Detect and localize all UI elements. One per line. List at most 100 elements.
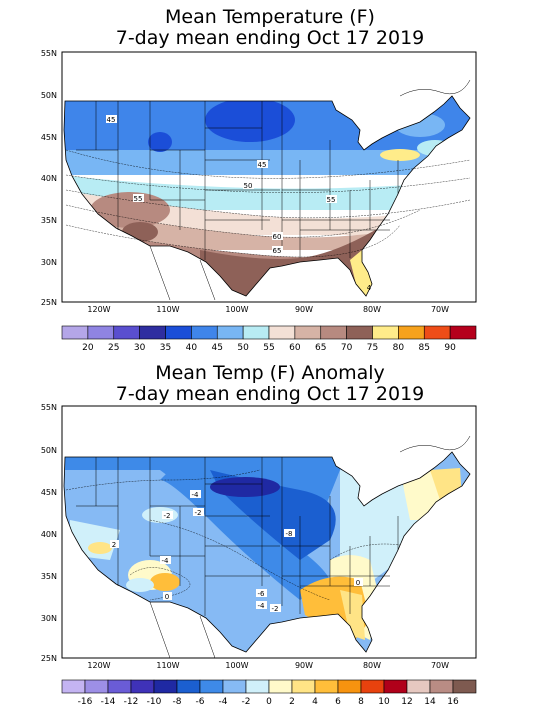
- map2-colorbar-swatch: [452, 679, 477, 694]
- map2-lat-label: 45N: [41, 488, 57, 497]
- map2-lon-label: 110W: [156, 661, 179, 670]
- map1-lat-label: 25N: [41, 298, 57, 307]
- map1-colorbar-swatch: [113, 325, 140, 340]
- map2-colorbar-swatch: [199, 679, 224, 694]
- map2-colorbar-swatch: [314, 679, 339, 694]
- map1-contour-labels: 45 45 50 55 55 60 65 4: [106, 115, 372, 292]
- map1-colorbar-swatch: [61, 325, 89, 340]
- map1-colorbar-swatch: [216, 325, 244, 340]
- map2-colorbar-swatch: [383, 679, 408, 694]
- map1-colorbar-label: 70: [341, 343, 353, 353]
- map2-colorbar-label: -6: [196, 697, 205, 707]
- map2-contour-label: -4: [192, 491, 200, 499]
- map2-colorbar-label: -10: [147, 697, 162, 707]
- map2-lat-label: 35N: [41, 572, 57, 581]
- map2-colorbar-swatch: [360, 679, 385, 694]
- map2-lat-label: 40N: [41, 530, 57, 539]
- map2-lat-label: 50N: [41, 446, 57, 455]
- map2-colorbar-swatch: [107, 679, 132, 694]
- map1-title-line1: Mean Temperature (F): [165, 6, 375, 28]
- map1-colorbar-swatch: [372, 325, 399, 340]
- map2-colorbar-swatch: [176, 679, 201, 694]
- map1-colorbar-swatch: [139, 325, 166, 340]
- map2-colorbar-label: 14: [424, 697, 436, 707]
- map2-contour-label: -8: [286, 530, 293, 538]
- map2-colorbar-label: -14: [101, 697, 116, 707]
- map1-lat-label: 35N: [41, 216, 57, 225]
- map1-lat-label: 45N: [41, 133, 57, 142]
- map1-lat-axis: 55N 50N 45N 40N 35N 30N 25N: [41, 49, 57, 307]
- map1-lat-label: 50N: [41, 91, 57, 100]
- map2-state-borders: [76, 457, 399, 616]
- map1-colorbar-swatch: [320, 325, 347, 340]
- map1-lon-label: 90W: [295, 305, 313, 314]
- map2-contour-label: 2: [112, 541, 116, 549]
- map2-lon-label: 100W: [225, 661, 248, 670]
- map1-coastlines: [149, 79, 471, 301]
- map1-colorbar-label: 30: [134, 343, 146, 353]
- map2-colorbar-label: 2: [289, 697, 295, 707]
- map1-colorbar-label: 35: [160, 343, 171, 353]
- map2-colorbar-swatch: [84, 679, 109, 694]
- map2-contour-label: -2: [195, 509, 202, 517]
- map1-colorbar-swatch: [346, 325, 373, 340]
- map1-colorbar-swatch: [294, 325, 322, 340]
- map2-lat-label: 25N: [41, 654, 57, 663]
- map1-colorbar-swatch: [165, 325, 192, 340]
- map2-frame: [61, 405, 477, 659]
- map2-colorbar-label: -2: [242, 697, 251, 707]
- map1-colorbar-swatch: [268, 325, 296, 340]
- map2-contour-label: -6: [258, 590, 266, 598]
- map2-colorbar-swatch: [245, 679, 270, 694]
- map1-lon-axis: 120W 110W 100W 90W 80W 70W: [87, 305, 449, 314]
- map2-colorbar-label: 0: [266, 697, 272, 707]
- map1-lat-label: 40N: [41, 174, 57, 183]
- map1-lon-label: 70W: [431, 305, 449, 314]
- map1-contours: [65, 149, 471, 258]
- map1-contour-label: 60: [273, 233, 282, 241]
- map2-lat-axis: 55N 50N 45N 40N 35N 30N 25N: [41, 403, 57, 663]
- map2-lon-label: 80W: [363, 661, 381, 670]
- map2-colorbar-label: 6: [335, 697, 341, 707]
- map2-lat-label: 30N: [41, 614, 57, 623]
- map2-lon-label: 120W: [87, 661, 110, 670]
- map1-colorbar-swatch: [423, 325, 451, 340]
- map2: -4 -2 -2 2 -4 0 -8 -6 -4 -2 0 55N 50N 45…: [41, 403, 477, 707]
- map1-colorbar-label: 90: [444, 343, 456, 353]
- map1-colorbar: 20 25 30 35 40 45 50 55 60 65 70 75 80 85 90: [61, 325, 477, 353]
- map2-coastlines: [149, 435, 471, 658]
- map2-contours: [65, 469, 401, 601]
- map2-colorbar-swatch: [406, 679, 431, 694]
- map1-colorbar-label: 85: [419, 343, 430, 353]
- map2-colorbar-label: -16: [78, 697, 93, 707]
- map1-lon-label: 80W: [363, 305, 381, 314]
- map2-colorbar: -16 -14 -12 -10 -8 -6 -4 -2 0 2 4 6 8 10 12 14 16: [61, 679, 477, 707]
- map2-colorbar-swatch: [429, 679, 454, 694]
- map2-colorbar-swatch: [268, 679, 293, 694]
- map2-contour-labels: -4 -2 -2 2 -4 0 -8 -6 -4 -2 0: [110, 490, 363, 613]
- map2-colorbar-swatch: [291, 679, 316, 694]
- map1-contour-label: 55: [134, 195, 143, 203]
- map1-colorbar-swatch: [449, 325, 477, 340]
- map2-title-line2: 7-day mean ending Oct 17 2019: [115, 383, 425, 405]
- map2-colorbar-label: -8: [173, 697, 182, 707]
- map1-colorbar-label: 75: [367, 343, 378, 353]
- map2-colorbar-swatch: [153, 679, 178, 694]
- map2-colorbar-label: -12: [124, 697, 139, 707]
- map2-colorbar-label: 8: [358, 697, 364, 707]
- map1-lon-label: 110W: [156, 305, 179, 314]
- map1-colorbar-label: 50: [237, 343, 249, 353]
- map1-colorbar-label: 65: [315, 343, 326, 353]
- map1-contour-label: 65: [273, 247, 282, 255]
- map1-colorbar-label: 40: [186, 343, 198, 353]
- map1-colorbar-label: 20: [82, 343, 94, 353]
- map1-lat-label: 30N: [41, 258, 57, 267]
- map1-title-line2: 7-day mean ending Oct 17 2019: [115, 27, 425, 49]
- map1-colorbar-label: 60: [289, 343, 301, 353]
- map1-frame: [61, 51, 477, 303]
- map1-contour-label: 45: [107, 116, 116, 124]
- map2-lon-axis: 120W 110W 100W 90W 80W 70W: [87, 661, 449, 670]
- map1-lat-label: 55N: [41, 49, 57, 58]
- map2-contour-label: -2: [272, 605, 279, 613]
- map2-colorbar-label: 10: [378, 697, 390, 707]
